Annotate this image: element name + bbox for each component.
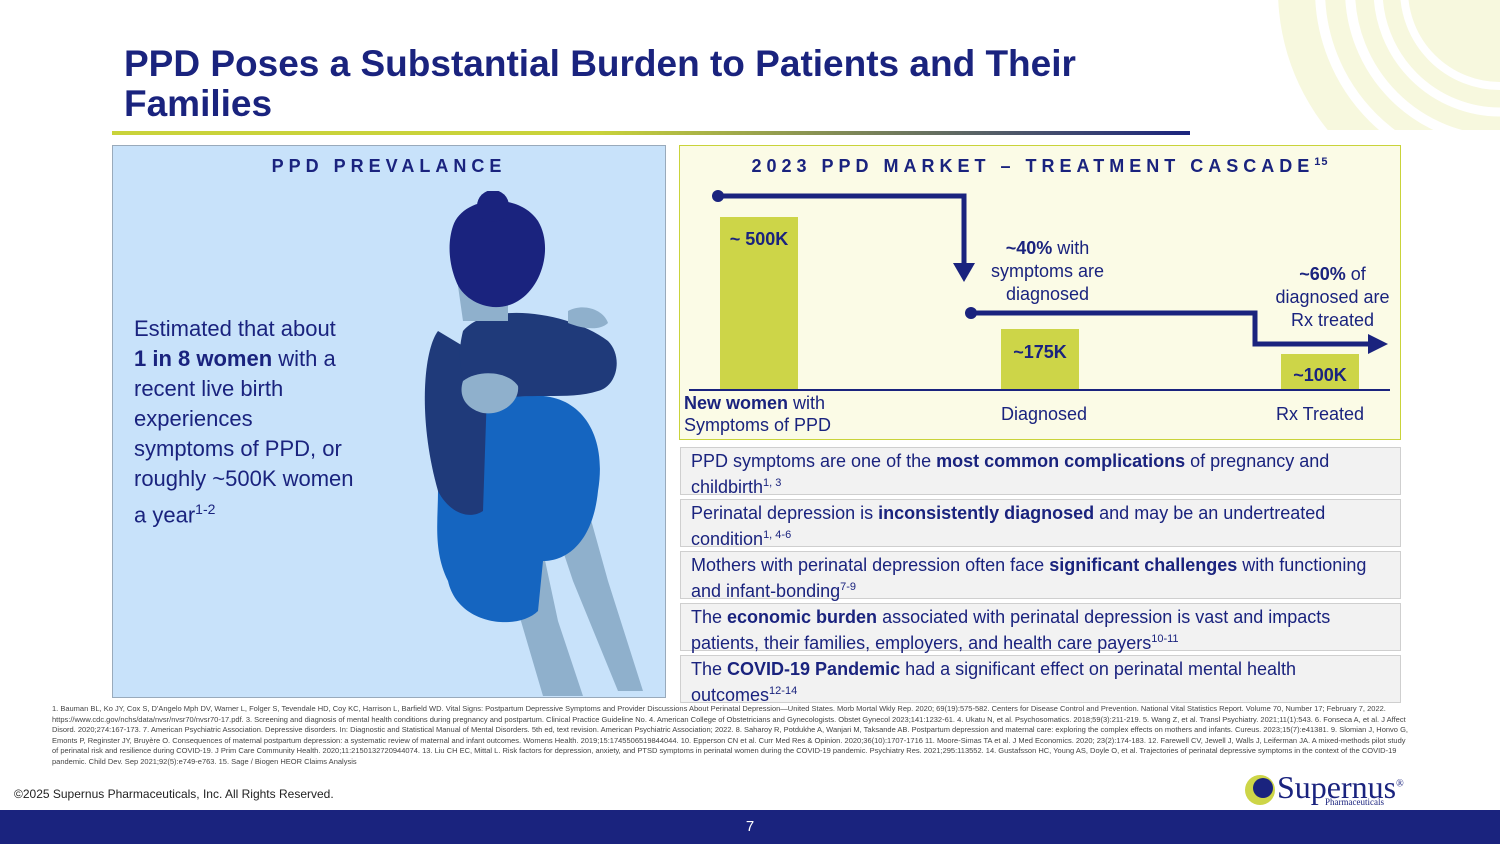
page-title: PPD Poses a Substantial Burden to Patien… [124,43,1076,124]
title-underline [112,131,1190,135]
bar-diagnosed [1001,328,1079,389]
category-label-diagnosed: Diagnosed [1000,404,1088,424]
bar-value-label: ~175K [1013,342,1067,362]
fact-item: The economic burden associated with peri… [680,603,1401,653]
citation: 1-2 [195,501,216,517]
treatment-cascade-panel: 2023 PPD MARKET – TREATMENT CASCADE15 ~ … [679,145,1401,440]
fact-item: Perinatal depression is inconsistently d… [680,499,1401,549]
fact-list: PPD symptoms are one of the most common … [680,447,1401,707]
treatment-rate-note: ~60% of diagnosed are Rx treated [1275,264,1390,330]
cascade-arrows [712,190,1388,354]
supernus-logo: Supernus® Pharmaceuticals [1243,769,1423,809]
diagnosis-rate-note: ~40% with symptoms are diagnosed [990,238,1105,304]
prevalence-statement: Estimated that about 1 in 8 women with a… [134,316,354,528]
page-number: 7 [745,818,755,835]
bar-value-label: ~ 500K [729,229,789,249]
prevalence-panel: PPD PREVALANCE Estimated that about 1 in… [112,145,666,698]
bar-value-label: ~100K [1293,365,1347,385]
cascade-header: 2023 PPD MARKET – TREATMENT CASCADE15 [751,156,1329,176]
chart-baseline [689,389,1390,391]
logo-mark-icon [1245,775,1275,805]
prevalence-emphasis: 1 in 8 women [134,346,273,371]
footer-bar: 7 [0,810,1500,844]
fact-item: PPD symptoms are one of the most common … [680,447,1401,497]
fact-item: The COVID-19 Pandemic had a significant … [680,655,1401,705]
category-label-new-women: New women with Symptoms of PPD [684,393,832,435]
decorative-arcs [1270,0,1500,130]
seated-woman-illustration [368,190,658,697]
fact-item: Mothers with perinatal depression often … [680,551,1401,601]
references: 1. Bauman BL, Ko JY, Cox S, D'Angelo Mph… [52,704,1408,766]
category-label-rx-treated: Rx Treated [1275,404,1365,424]
bar-rx-treated [1281,354,1359,389]
bar-new-women [720,217,798,389]
citation: 15 [1314,156,1329,168]
copyright: ©2025 Supernus Pharmaceuticals, Inc. All… [14,787,334,801]
prevalence-header: PPD PREVALANCE [271,156,507,176]
